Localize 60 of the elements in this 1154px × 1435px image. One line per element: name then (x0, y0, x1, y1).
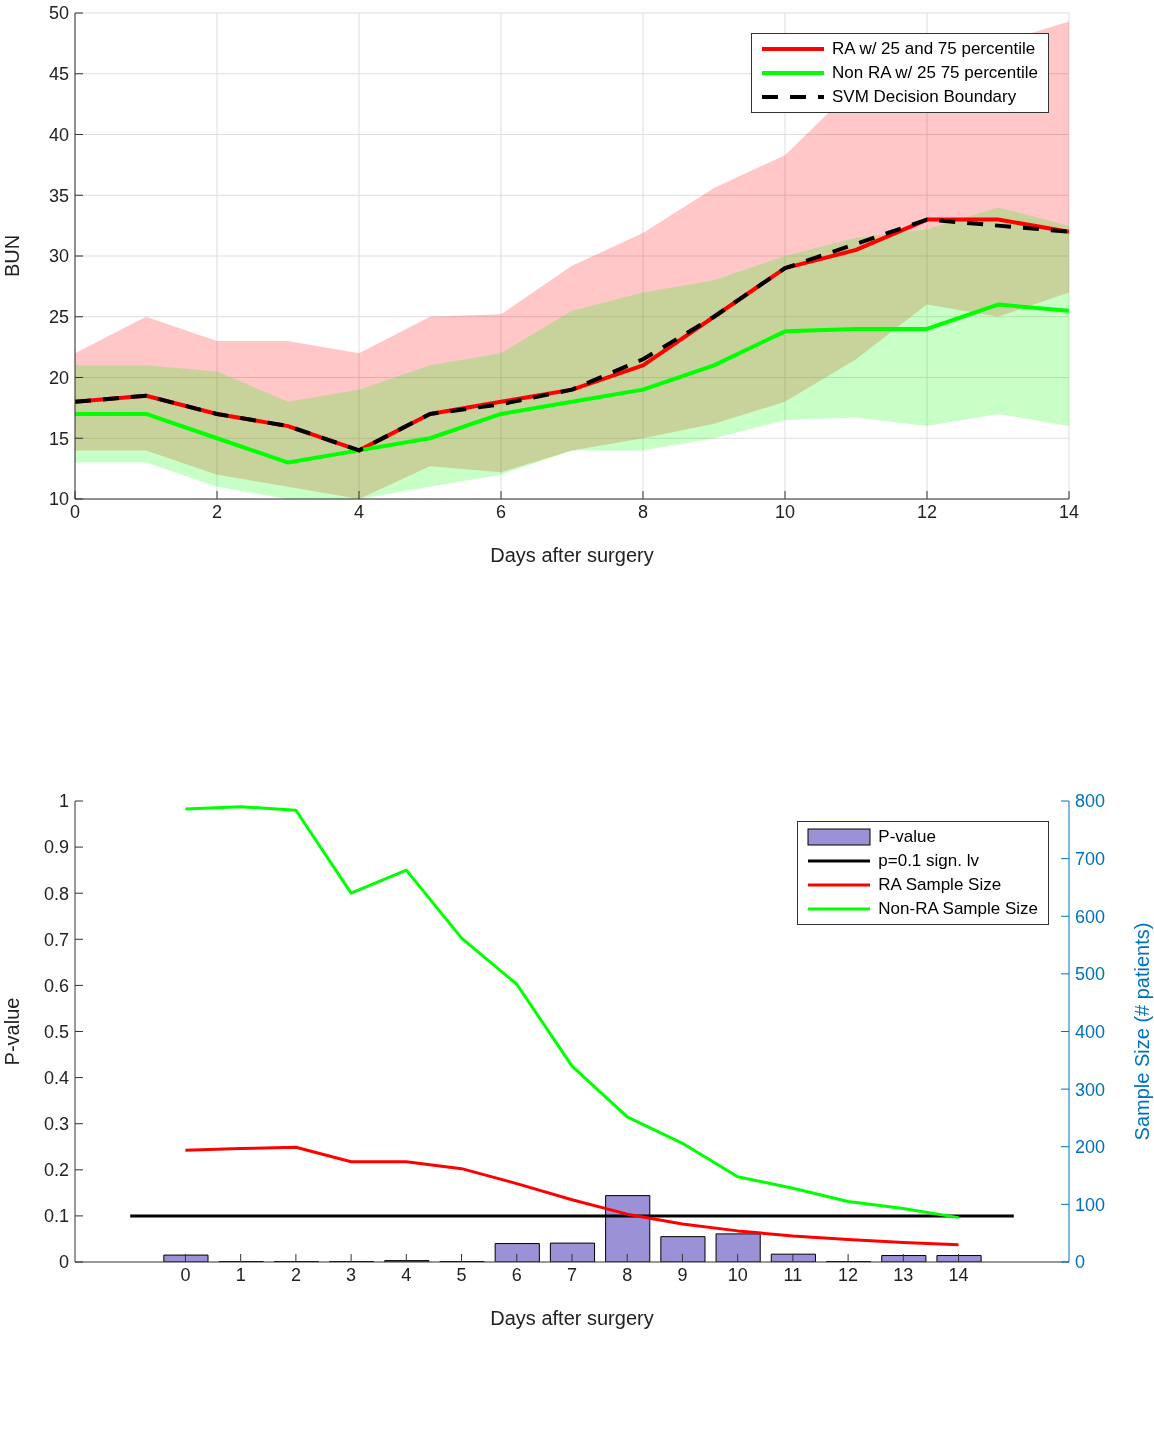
y2-axis-title: Sample Size (# patients) (1131, 922, 1154, 1141)
x-axis-title: Days after surgery (490, 1307, 654, 1329)
x-tick-label: 2 (290, 1264, 301, 1285)
y-tick-label: 1 (58, 791, 69, 812)
x-tick-label: 12 (838, 1264, 859, 1285)
y-tick-label: 30 (48, 246, 69, 267)
y-tick-label: 35 (48, 185, 69, 206)
y-tick-label: 0.5 (43, 1021, 69, 1042)
x-tick-label: 3 (346, 1264, 357, 1285)
y2-tick-label: 800 (1075, 791, 1106, 812)
legend-label: p=0.1 sign. lv (878, 851, 979, 871)
y2-tick-label: 700 (1075, 849, 1106, 870)
x-tick-label: 7 (566, 1264, 578, 1285)
x-tick-label: 6 (495, 501, 507, 522)
y-tick-label: 40 (48, 124, 69, 145)
y-axis-title: BUN (1, 234, 24, 278)
y-tick-label: 50 (48, 3, 69, 24)
legend-label: RA w/ 25 and 75 percentile (831, 39, 1036, 59)
y-tick-label: 15 (48, 428, 69, 449)
x-tick-label: 1 (235, 1264, 246, 1285)
y-tick-label: 0.2 (43, 1160, 69, 1181)
x-tick-label: 6 (511, 1264, 522, 1285)
legend-label: RA Sample Size (878, 875, 1002, 895)
y2-tick-label: 500 (1075, 964, 1106, 985)
y-tick-label: 0.9 (43, 837, 69, 858)
x-tick-label: 8 (622, 1264, 633, 1285)
x-tick-label: 9 (677, 1264, 688, 1285)
x-tick-label: 2 (211, 501, 223, 522)
y-tick-label: 0.1 (43, 1206, 69, 1227)
y-tick-label: 45 (48, 64, 69, 85)
y-axis-title: P-value (1, 997, 24, 1066)
legend-label: P-value (878, 827, 936, 847)
y2-tick-label: 300 (1075, 1079, 1106, 1100)
x-tick-label: 5 (456, 1264, 467, 1285)
x-axis-title: Days after surgery (490, 544, 654, 566)
y-tick-label: 25 (48, 307, 69, 328)
x-tick-label: 14 (1058, 501, 1080, 522)
x-tick-label: 0 (180, 1264, 191, 1285)
y-tick-label: 20 (48, 367, 69, 388)
x-tick-label: 14 (948, 1264, 969, 1285)
x-tick-label: 4 (401, 1264, 412, 1285)
y2-tick-label: 400 (1075, 1021, 1106, 1042)
y-tick-label: 0.4 (43, 1067, 69, 1088)
x-tick-label: 4 (353, 501, 365, 522)
y2-tick-label: 600 (1075, 906, 1106, 927)
legend-label: SVM Decision Boundary (831, 87, 1017, 107)
y2-tick-label: 200 (1075, 1137, 1106, 1158)
y-tick-label: 0.3 (43, 1114, 69, 1135)
x-tick-label: 12 (916, 501, 938, 522)
y2-tick-label: 100 (1075, 1194, 1106, 1215)
x-tick-label: 10 (727, 1264, 748, 1285)
y-tick-label: 0.6 (43, 975, 69, 996)
x-tick-label: 13 (893, 1264, 914, 1285)
y-tick-label: 0.8 (43, 883, 69, 904)
legend-label: Non RA w/ 25 75 percentile (831, 63, 1038, 83)
x-tick-label: 8 (637, 501, 649, 522)
legend-label: Non-RA Sample Size (878, 899, 1038, 919)
y-tick-label: 0.7 (43, 929, 69, 950)
x-tick-label: 10 (774, 501, 796, 522)
x-tick-label: 11 (783, 1264, 803, 1285)
